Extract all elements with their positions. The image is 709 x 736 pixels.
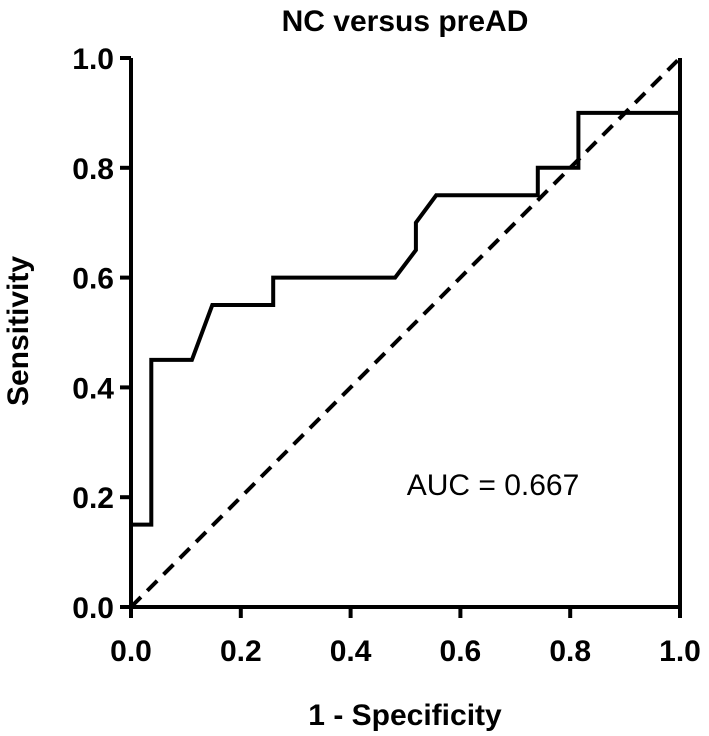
x-axis-label: 1 - Specificity (308, 699, 502, 732)
series-layer (129, 56, 682, 609)
auc-annotation: AUC = 0.667 (407, 469, 580, 502)
x-tick-label: 0.8 (549, 635, 591, 668)
x-tick-label: 0.0 (110, 635, 152, 668)
chart-title: NC versus preAD (282, 5, 529, 38)
roc-curve-line (131, 110, 680, 527)
y-ticks: 0.0 0.2 0.4 0.6 0.8 1.0 (72, 43, 131, 625)
y-tick-label: 0.0 (72, 592, 114, 625)
x-tick-label: 0.4 (330, 635, 372, 668)
x-tick-label: 1.0 (659, 635, 701, 668)
y-axis-label: Sensitivity (2, 256, 35, 406)
y-tick-label: 0.4 (72, 372, 114, 405)
y-tick-label: 0.6 (72, 263, 114, 296)
y-tick-label: 1.0 (72, 43, 114, 76)
y-tick-label: 0.2 (72, 482, 114, 515)
x-ticks: 0.0 0.2 0.4 0.6 0.8 1.0 (110, 607, 701, 668)
reference-diagonal-line (129, 56, 682, 609)
x-tick-label: 0.2 (220, 635, 262, 668)
y-tick-label: 0.8 (72, 153, 114, 186)
x-tick-label: 0.6 (440, 635, 482, 668)
plot-area (129, 58, 682, 609)
